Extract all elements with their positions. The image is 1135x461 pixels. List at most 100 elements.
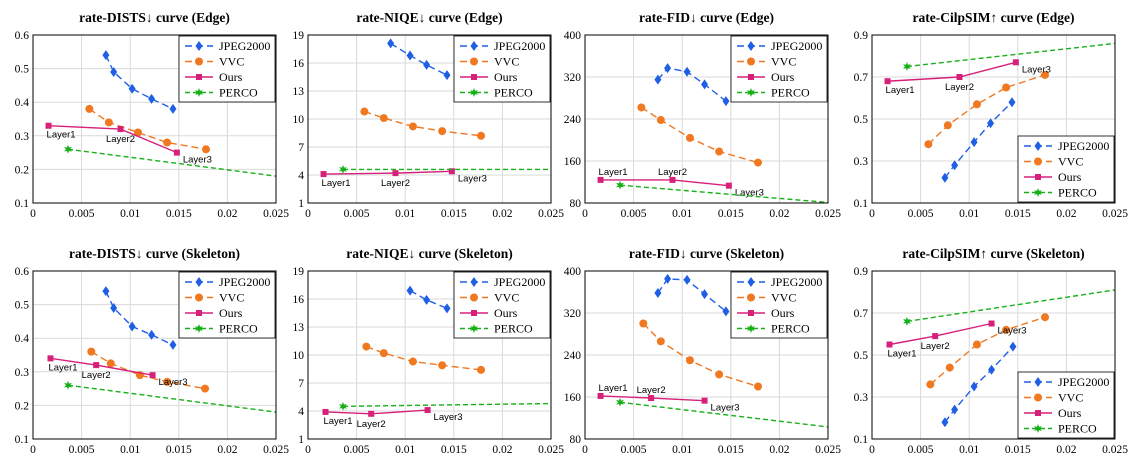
chart-6-series-ours: Layer1 Layer2 Layer3 — [322, 407, 463, 430]
chart-1-x-tick-label: 0.01 — [120, 208, 140, 220]
chart-8-legend-perco-label: PERCO — [1058, 422, 1097, 436]
chart-7-series-jpeg2000 — [654, 273, 730, 317]
chart-8-series-perco-line — [906, 289, 1115, 323]
chart-5-series-ours-point-label: Layer3 — [159, 377, 188, 388]
chart-2-series-jpeg2000-diamond-marker — [423, 59, 431, 70]
chart-1-series-jpeg2000-diamond-marker — [110, 66, 118, 77]
chart-3-legend-perco-star-marker — [747, 88, 755, 97]
chart-7-x-tick-label: 0.02 — [769, 444, 789, 456]
chart-6-legend-vvc-label: VVC — [494, 291, 519, 305]
chart-7-series-ours-point-label: Layer3 — [711, 403, 740, 414]
chart-1-x-tick-label: 0.02 — [217, 208, 237, 220]
chart-3-legend-perco-label: PERCO — [771, 86, 810, 100]
chart-7-title: rate-FID↓ curve (Skeleton) — [629, 246, 784, 261]
chart-1-legend-jpeg2000-diamond-marker — [195, 41, 203, 51]
chart-6-series-jpeg2000 — [406, 285, 451, 314]
chart-6-series-vvc-circle-marker — [477, 365, 486, 374]
chart-4-panel: rate-CilpSIM↑ curve (Edge) 0 0.005 0.01 0.01… — [854, 10, 1129, 220]
chart-2-legend-vvc-label: VVC — [494, 55, 519, 69]
chart-1-series-jpeg2000-line — [105, 54, 174, 110]
chart-7-y-tick-label: 160 — [564, 392, 582, 404]
chart-4-legend-perco-label: PERCO — [1058, 186, 1097, 200]
chart-2-axes-frame — [307, 34, 552, 204]
chart-7-series-vvc-circle-marker — [715, 370, 724, 379]
chart-4-series-vvc-circle-marker — [1002, 83, 1011, 92]
chart-1-x-tick-label: 0.015 — [166, 208, 192, 220]
chart-5-y-tick-label: 0.5 — [15, 300, 30, 312]
chart-3-y-tick-label: 240 — [564, 114, 582, 126]
chart-2-y-tick-label: 7 — [298, 142, 304, 154]
chart-8-series-jpeg2000-diamond-marker — [970, 381, 978, 392]
chart-6-series-ours-point-label: Layer3 — [434, 412, 463, 423]
chart-4-series-ours-point-label: Layer2 — [945, 82, 974, 93]
chart-4-axes-frame — [871, 34, 1116, 204]
chart-4-y-tick-label: 0.1 — [854, 198, 869, 210]
chart-8-panel: rate-CilpSIM↑ curve (Skeleton) 0 0.005 0.01… — [854, 246, 1129, 456]
chart-6-axes-frame — [307, 270, 552, 440]
chart-1-y-tick-label: 0.3 — [15, 131, 30, 143]
chart-5-y-tick-label: 0.6 — [15, 266, 30, 278]
chart-8-legend-box — [1017, 371, 1115, 439]
chart-5-series-jpeg2000-diamond-marker — [148, 329, 156, 340]
chart-2-legend-jpeg2000-label: JPEG2000 — [494, 39, 545, 53]
chart-4-series-ours-point-label: Layer3 — [1022, 64, 1051, 75]
chart-8-series-ours-point-label: Layer3 — [998, 326, 1027, 337]
chart-5-y-tick-label: 0.1 — [15, 434, 30, 446]
chart-2-series-vvc-circle-marker — [408, 122, 417, 131]
chart-3-series-ours-square-marker — [725, 182, 732, 189]
chart-6-series-perco-star-marker — [339, 401, 347, 411]
chart-2-title: rate-NIQE↓ curve (Edge) — [356, 10, 502, 25]
chart-4-x-tick-label: 0.01 — [959, 208, 979, 220]
chart-7-series-vvc — [639, 319, 763, 391]
chart-6-series-jpeg2000-diamond-marker — [406, 285, 414, 296]
chart-5-series-jpeg2000-diamond-marker — [128, 321, 136, 332]
chart-5-y-tick-label: 0.3 — [15, 367, 30, 379]
chart-8-legend-vvc-label: VVC — [1058, 391, 1083, 405]
chart-4-y-tick-label: 0.7 — [854, 72, 869, 84]
chart-7-series-jpeg2000-line — [657, 278, 727, 312]
chart-8-legend-vvc-circle-marker — [1034, 393, 1042, 402]
chart-6-series-jpeg2000-diamond-marker — [423, 294, 431, 305]
chart-3-legend-jpeg2000-label: JPEG2000 — [771, 39, 822, 53]
chart-5-x-tick-label: 0.01 — [120, 444, 140, 456]
chart-5-legend-jpeg2000-label: JPEG2000 — [219, 275, 270, 289]
chart-8-legend-perco-star-marker — [1034, 424, 1042, 433]
chart-6-legend-ours-label: Ours — [494, 306, 518, 320]
chart-4-y-tick-label: 0.3 — [854, 156, 869, 168]
chart-7-series-jpeg2000-diamond-marker — [654, 288, 662, 299]
chart-5-x-tick-label: 0 — [30, 444, 36, 456]
chart-1-legend-ours-label: Ours — [219, 70, 243, 84]
chart-2-legend-perco-star-marker — [470, 88, 478, 97]
chart-7-legend-perco-label: PERCO — [771, 322, 810, 336]
chart-4-series-ours-square-marker — [1012, 59, 1019, 66]
chart-3-y-tick-label: 400 — [564, 30, 582, 42]
chart-1-series-vvc — [85, 104, 211, 154]
chart-8-x-tick-label: 0.015 — [1005, 444, 1031, 456]
chart-1-series-jpeg2000 — [102, 50, 177, 114]
chart-3-series-vvc-circle-marker — [637, 103, 646, 112]
chart-1-series-ours-square-marker — [173, 149, 180, 156]
chart-4-series-vvc-circle-marker — [1041, 70, 1050, 79]
chart-5-series-vvc-circle-marker — [201, 384, 210, 393]
chart-6-y-tick-label: 4 — [298, 406, 304, 418]
chart-6-series-ours-square-marker — [424, 407, 431, 414]
chart-6-legend-jpeg2000-diamond-marker — [470, 277, 478, 287]
chart-8-series-vvc-circle-marker — [1002, 325, 1011, 334]
chart-7-axes-frame — [584, 270, 829, 440]
chart-4-x-tick-label: 0.02 — [1056, 208, 1076, 220]
chart-8-y-tick-label: 0.1 — [854, 434, 869, 446]
chart-2-series-ours-point-label: Layer2 — [381, 178, 410, 189]
chart-5-series-vvc-line — [90, 351, 206, 390]
chart-5-series-perco-star-marker — [64, 380, 72, 390]
chart-2-series-ours-point-label: Layer3 — [458, 173, 487, 184]
chart-8-series-vvc — [926, 313, 1050, 389]
chart-4-series-jpeg2000 — [941, 97, 1016, 183]
chart-3-legend-jpeg2000-diamond-marker — [747, 41, 755, 51]
chart-5-y-tick-label: 0.2 — [15, 400, 30, 412]
chart-4-x-tick-label: 0 — [869, 208, 875, 220]
chart-5-x-tick-label: 0.005 — [69, 444, 95, 456]
chart-4-series-jpeg2000-diamond-marker — [987, 118, 995, 129]
chart-4-series-ours-point-label: Layer1 — [886, 85, 915, 96]
chart-7-series-jpeg2000-diamond-marker — [664, 273, 672, 284]
